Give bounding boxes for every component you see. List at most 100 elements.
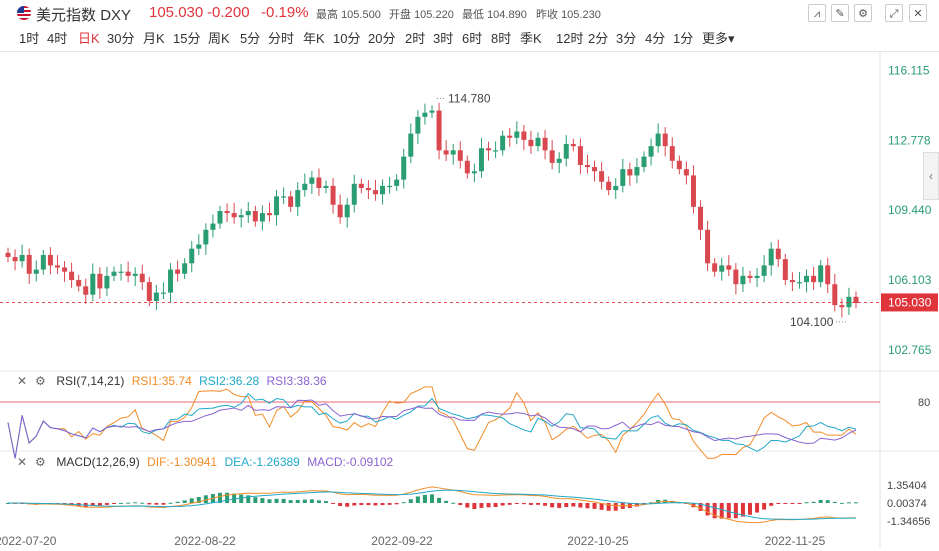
- tab-period-14[interactable]: 6时: [462, 31, 483, 46]
- candle: [782, 259, 788, 281]
- fullscreen-icon[interactable]: ⤢: [885, 4, 903, 22]
- macd-bar: [811, 501, 816, 503]
- tab-period-3[interactable]: 30分: [107, 31, 135, 46]
- tab-period-1[interactable]: 4时: [47, 31, 68, 46]
- tab-period-8[interactable]: 分时: [268, 31, 295, 46]
- low-stat: 最低 104.890: [462, 9, 527, 21]
- settings-icon[interactable]: ⚙: [854, 4, 872, 22]
- candle: [478, 148, 484, 172]
- macd-bar: [578, 503, 583, 508]
- tab-period-9[interactable]: 年K: [303, 31, 325, 46]
- candle: [584, 164, 590, 168]
- macd-bar: [543, 503, 548, 506]
- candle: [344, 204, 350, 218]
- tab-period-10[interactable]: 10分: [333, 31, 361, 46]
- macd-bar: [726, 503, 731, 519]
- tab-period-17[interactable]: 12时: [556, 31, 584, 46]
- tab-period-18[interactable]: 2分: [588, 31, 609, 46]
- candle: [245, 211, 251, 216]
- close-icon[interactable]: ✕: [17, 374, 28, 388]
- macd-bar: [373, 503, 378, 506]
- tab-period-20[interactable]: 4分: [645, 31, 666, 46]
- candle: [302, 183, 308, 191]
- macd-bar: [528, 503, 533, 505]
- macd-bar: [606, 503, 611, 511]
- macd-bar: [316, 500, 321, 503]
- macd-bar: [514, 503, 519, 504]
- candle: [429, 110, 435, 113]
- tab-period-5[interactable]: 15分: [173, 31, 201, 46]
- high-annotation: 114.780: [448, 91, 491, 105]
- symbol-title: 美元指数 DXY: [36, 7, 132, 24]
- candle: [556, 158, 562, 163]
- candle: [733, 269, 739, 285]
- candle: [634, 167, 640, 176]
- candle: [754, 275, 760, 278]
- rsi-line: [7, 386, 857, 459]
- macd-bar: [500, 503, 505, 506]
- candle: [443, 150, 449, 155]
- macd-bar: [295, 499, 300, 503]
- tab-period-19[interactable]: 3分: [616, 31, 637, 46]
- candle: [5, 252, 11, 258]
- candle: [19, 254, 25, 262]
- x-tick-label: 2022-09-22: [371, 534, 433, 548]
- candle: [125, 271, 131, 276]
- rsi-legend: ✕ ⚙ RSI(7,14,21) RSI1:35.74 RSI2:36.28 RS…: [17, 374, 327, 388]
- candle: [12, 257, 18, 262]
- tab-period-11[interactable]: 20分: [368, 31, 396, 46]
- tab-period-4[interactable]: 月K: [143, 31, 165, 46]
- candle: [415, 116, 421, 134]
- candle: [408, 133, 414, 157]
- collapse-panel-button[interactable]: ‹: [923, 152, 939, 200]
- macd-bar: [126, 502, 131, 504]
- candle: [486, 148, 492, 151]
- tab-period-6[interactable]: 周K: [208, 31, 230, 46]
- settings-icon[interactable]: ⚙: [35, 374, 46, 388]
- macd-bar: [140, 502, 145, 504]
- draw-icon[interactable]: ✎: [831, 4, 849, 22]
- tab-period-15[interactable]: 8时: [491, 31, 512, 46]
- tab-period-22[interactable]: 更多▾: [702, 31, 735, 46]
- macd-bar: [408, 499, 413, 503]
- candle: [549, 150, 555, 163]
- macd-bar: [472, 503, 477, 509]
- candle: [168, 269, 174, 293]
- x-tick-label: 2022-11-25: [765, 534, 826, 548]
- candle: [281, 196, 287, 198]
- close-icon[interactable]: ✕: [17, 455, 28, 469]
- candle: [641, 156, 647, 168]
- macd-bar: [366, 503, 371, 506]
- line-chart-icon[interactable]: ⩘: [808, 4, 826, 22]
- macd-bar: [161, 503, 166, 505]
- candle: [132, 273, 138, 276]
- candle: [775, 248, 781, 260]
- tab-period-13[interactable]: 3时: [433, 31, 454, 46]
- tab-period-0[interactable]: 1时: [19, 31, 40, 46]
- candle: [274, 196, 280, 216]
- price-change-pct: -0.19%: [261, 4, 309, 21]
- candle: [747, 275, 753, 278]
- macd-bar: [239, 494, 244, 503]
- close-icon[interactable]: ✕: [909, 4, 927, 22]
- macd-bar: [712, 503, 717, 519]
- tab-period-21[interactable]: 1分: [673, 31, 694, 46]
- candle: [365, 187, 371, 191]
- candle: [563, 144, 569, 159]
- macd-dea-line: [7, 489, 857, 520]
- macd-bar: [740, 503, 745, 517]
- current-price-label: 105.030: [888, 295, 932, 309]
- candle: [372, 190, 378, 195]
- x-tick-label: 2022-10-25: [567, 534, 629, 548]
- y-tick-label: 112.778: [888, 133, 931, 147]
- candle: [507, 135, 513, 138]
- tab-period-7[interactable]: 5分: [240, 31, 261, 46]
- macd-bar: [536, 503, 540, 505]
- candle: [238, 215, 244, 218]
- tab-period-2[interactable]: 日K: [78, 31, 100, 46]
- candle: [436, 110, 442, 151]
- settings-icon[interactable]: ⚙: [35, 455, 46, 469]
- tab-period-12[interactable]: 2时: [405, 31, 426, 46]
- tab-period-16[interactable]: 季K: [520, 31, 542, 46]
